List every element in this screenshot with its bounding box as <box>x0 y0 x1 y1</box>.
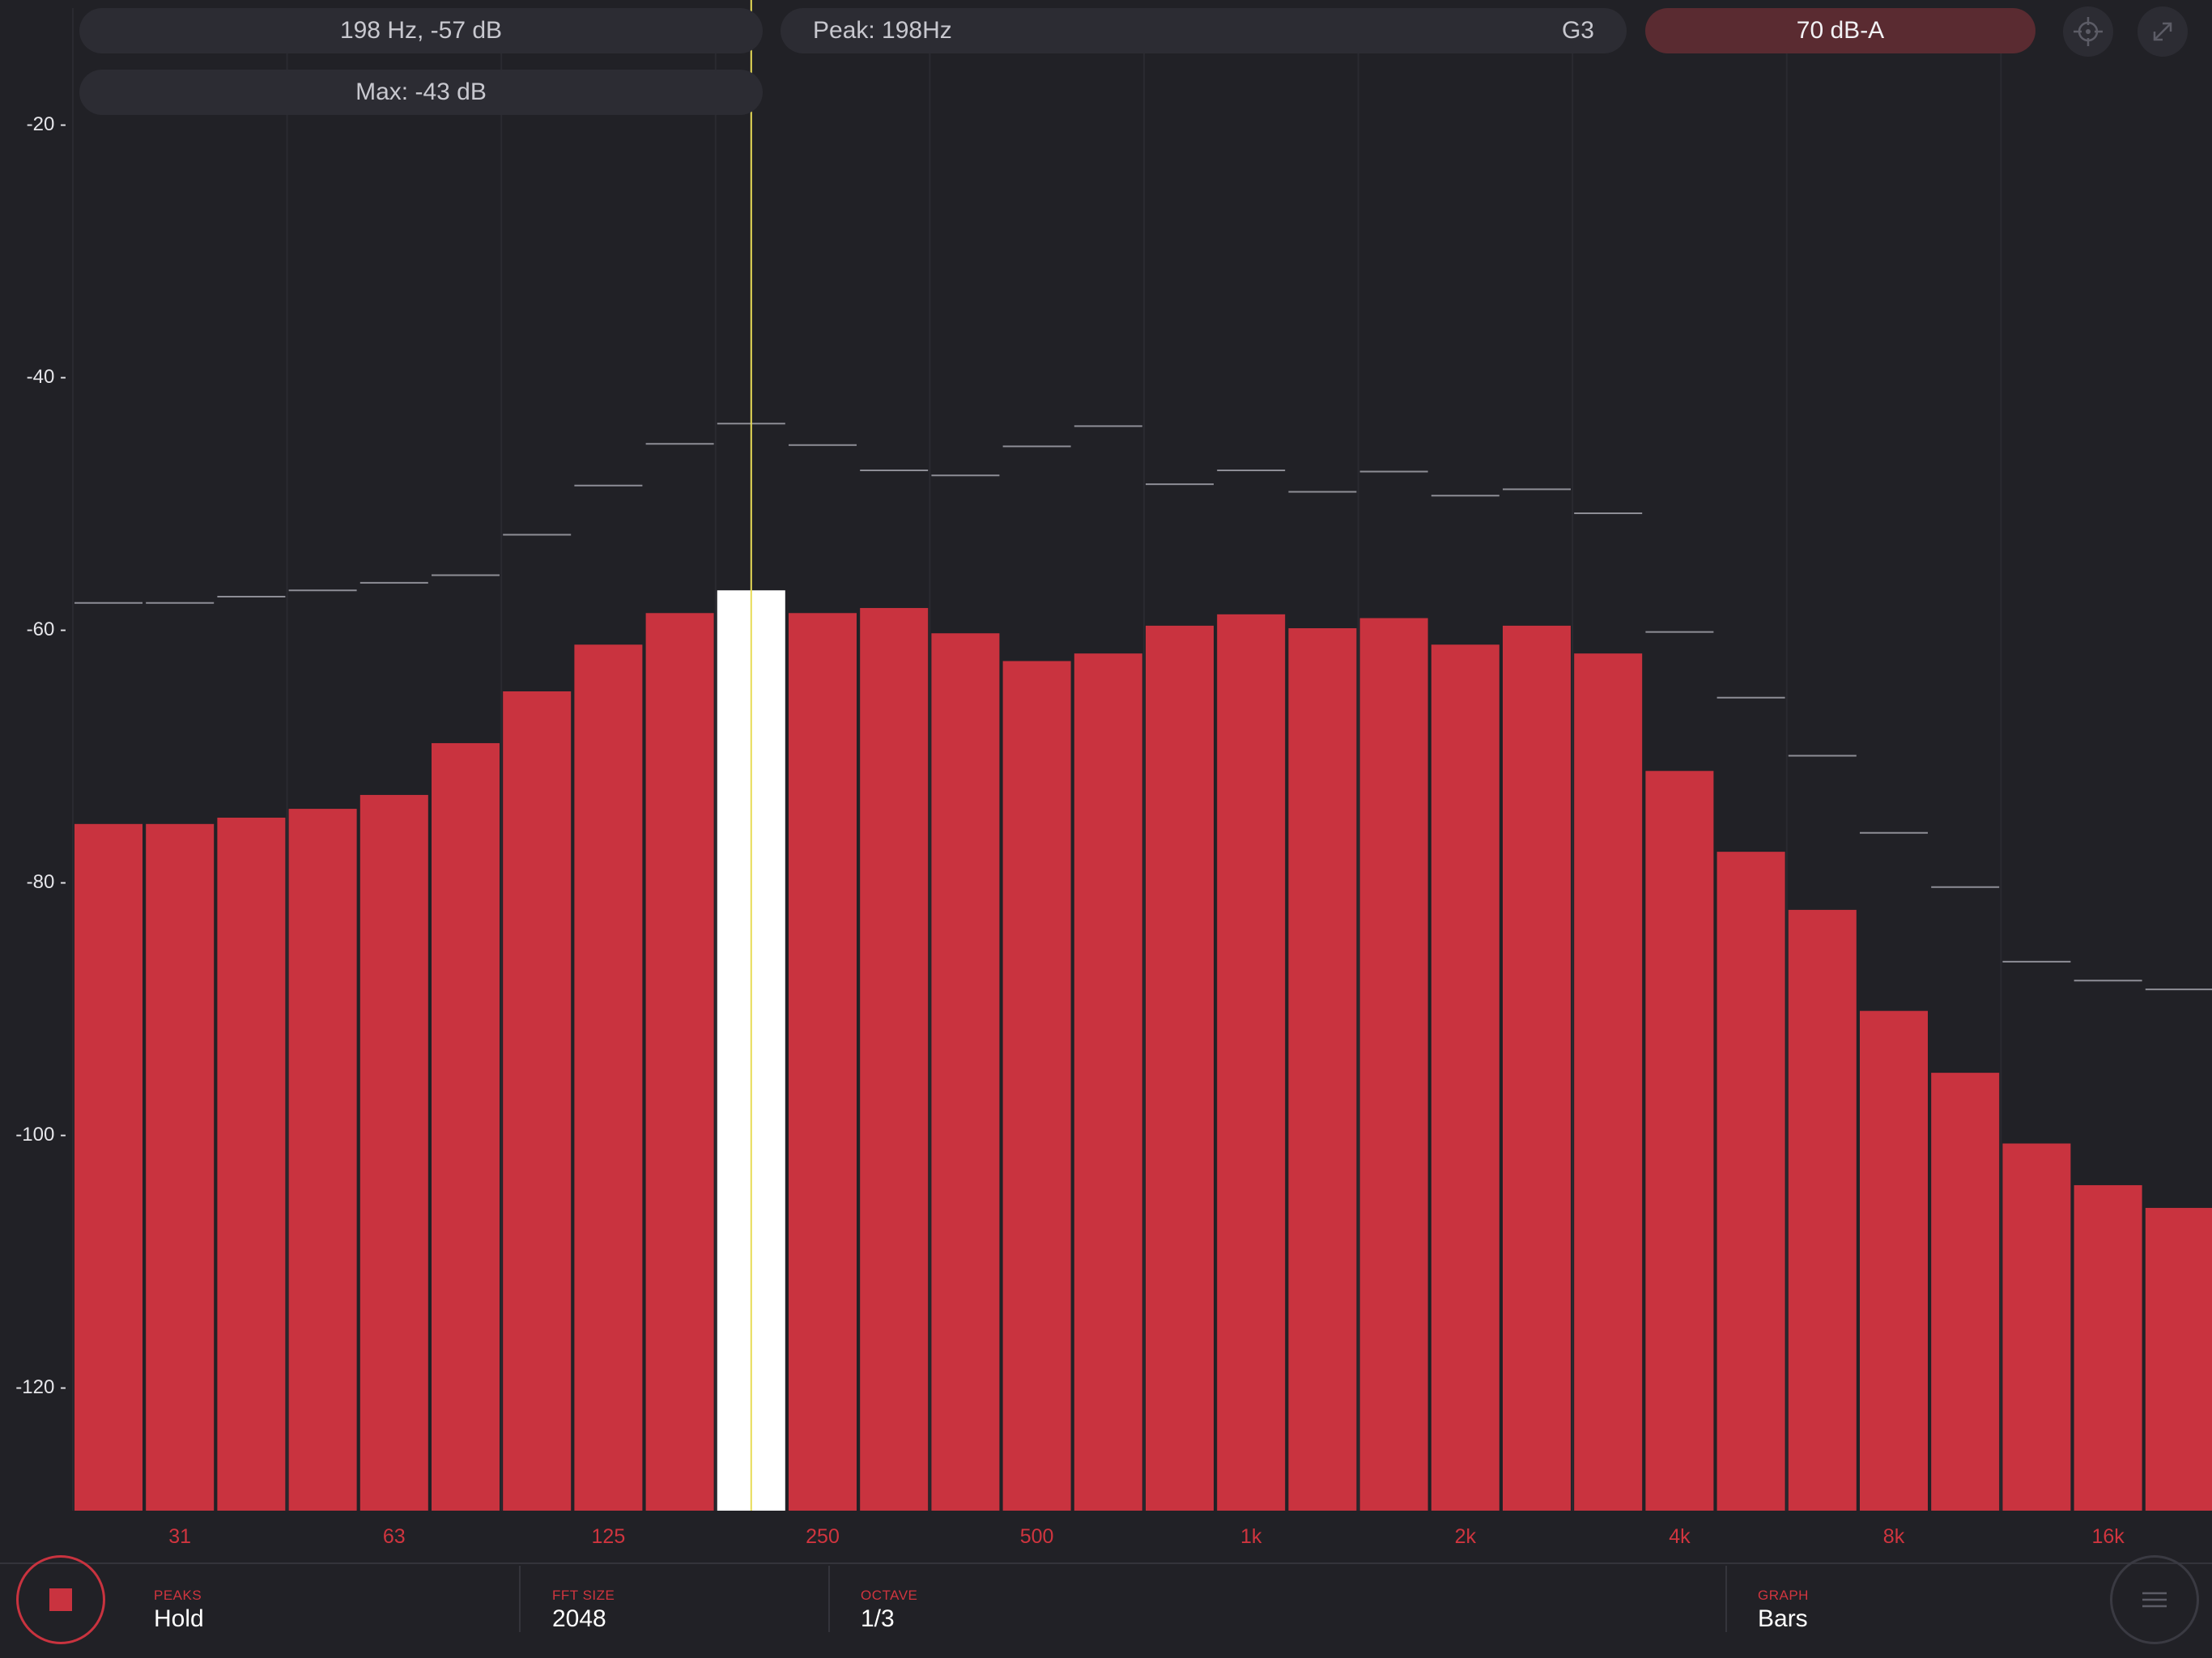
bar[interactable] <box>288 809 357 1511</box>
x-tick-label: 500 <box>1020 1525 1054 1548</box>
bar[interactable] <box>1860 1010 1928 1511</box>
cursor-readout-text: 198 Hz, -57 dB <box>339 17 503 44</box>
setting-fft-size-value: 2048 <box>552 1605 606 1632</box>
x-tick-label: 8k <box>1883 1525 1905 1548</box>
x-tick-label: 2k <box>1455 1525 1477 1548</box>
menu-button[interactable] <box>2110 1555 2199 1644</box>
y-tick-label: -80 - <box>27 871 66 893</box>
spl-readout-text: 70 dB-A <box>1796 17 1885 44</box>
setting-octave-label: OCTAVE <box>861 1588 918 1603</box>
divider <box>828 1566 830 1632</box>
bar[interactable] <box>574 644 643 1511</box>
bar[interactable] <box>2074 1184 2142 1511</box>
y-tick-label: -40 - <box>27 366 66 388</box>
peak-frequency-readout: Peak: 198Hz G3 <box>781 8 1627 53</box>
bar[interactable] <box>2002 1143 2071 1511</box>
bar[interactable] <box>1217 614 1286 1511</box>
setting-peaks-value: Hold <box>154 1605 204 1632</box>
bar[interactable] <box>1645 771 1714 1511</box>
setting-peaks-label: PEAKS <box>154 1588 202 1603</box>
spl-readout-button[interactable]: 70 dB-A <box>1645 8 2035 53</box>
x-tick-label: 1k <box>1240 1525 1262 1548</box>
y-tick-label: -120 - <box>15 1376 66 1398</box>
max-level-readout: Max: -43 dB <box>79 70 763 115</box>
divider <box>519 1566 521 1632</box>
setting-octave[interactable]: OCTAVE 1/3 <box>861 1562 917 1658</box>
bar[interactable] <box>1574 653 1643 1511</box>
setting-octave-value: 1/3 <box>861 1605 895 1632</box>
gridlines <box>72 8 2002 1511</box>
x-tick-label: 63 <box>383 1525 406 1548</box>
x-tick-label: 4k <box>1669 1525 1691 1548</box>
x-axis: 31 63 125 250 500 1k 2k 4k 8k 16k <box>168 1525 2125 1548</box>
setting-fft-size[interactable]: FFT SIZE 2048 <box>552 1562 615 1658</box>
bar[interactable] <box>2145 1208 2212 1511</box>
bar[interactable] <box>1503 625 1571 1511</box>
bar[interactable] <box>1288 628 1357 1511</box>
menu-icon <box>2142 1592 2167 1608</box>
peak-frequency-text: Peak: 198Hz <box>813 17 952 44</box>
y-tick-label: -100 - <box>15 1124 66 1146</box>
bar[interactable] <box>860 608 929 1511</box>
max-level-text: Max: -43 dB <box>355 79 487 105</box>
bar[interactable] <box>74 823 143 1511</box>
x-tick-label: 16k <box>2091 1525 2125 1548</box>
bar[interactable] <box>931 633 1000 1511</box>
bar[interactable] <box>146 823 215 1511</box>
y-tick-label: -60 - <box>27 619 66 640</box>
setting-graph-value: Bars <box>1758 1605 1808 1632</box>
divider <box>1725 1566 1727 1632</box>
bar[interactable] <box>1931 1073 2000 1511</box>
crosshair-button[interactable] <box>2063 6 2113 57</box>
bar[interactable] <box>1359 618 1428 1511</box>
x-tick-label: 125 <box>592 1525 626 1548</box>
settings-bar <box>0 1562 2212 1658</box>
bar[interactable] <box>217 818 286 1511</box>
bar[interactable] <box>645 613 714 1511</box>
setting-fft-size-label: FFT SIZE <box>552 1588 615 1603</box>
cursor-readout: 198 Hz, -57 dB <box>79 8 763 53</box>
bar[interactable] <box>1146 625 1214 1511</box>
bar[interactable] <box>1788 909 1857 1511</box>
setting-graph[interactable]: GRAPH Bars <box>1758 1562 1809 1658</box>
record-stop-button[interactable] <box>16 1555 105 1644</box>
y-axis: -20 - -40 - -60 - -80 - -100 - -120 - <box>15 113 66 1398</box>
crosshair-icon <box>2074 17 2103 46</box>
bar[interactable] <box>789 613 857 1511</box>
bar[interactable] <box>503 691 572 1511</box>
bar[interactable] <box>1431 644 1499 1511</box>
spectrum-chart[interactable]: -20 - -40 - -60 - -80 - -100 - -120 - 31 63 125… <box>0 0 2212 1554</box>
stop-icon <box>49 1588 72 1611</box>
bar[interactable] <box>432 742 500 1511</box>
setting-graph-label: GRAPH <box>1758 1588 1809 1603</box>
bar[interactable] <box>1002 661 1071 1511</box>
x-tick-label: 250 <box>806 1525 840 1548</box>
expand-button[interactable] <box>2138 6 2188 57</box>
x-tick-label: 31 <box>168 1525 191 1548</box>
bar[interactable] <box>1716 852 1785 1511</box>
bar[interactable] <box>359 794 428 1511</box>
peak-note-text: G3 <box>1561 17 1594 44</box>
y-tick-label: -20 - <box>27 113 66 135</box>
setting-peaks[interactable]: PEAKS Hold <box>154 1562 204 1658</box>
expand-icon <box>2153 22 2172 41</box>
bar[interactable] <box>1074 653 1142 1511</box>
